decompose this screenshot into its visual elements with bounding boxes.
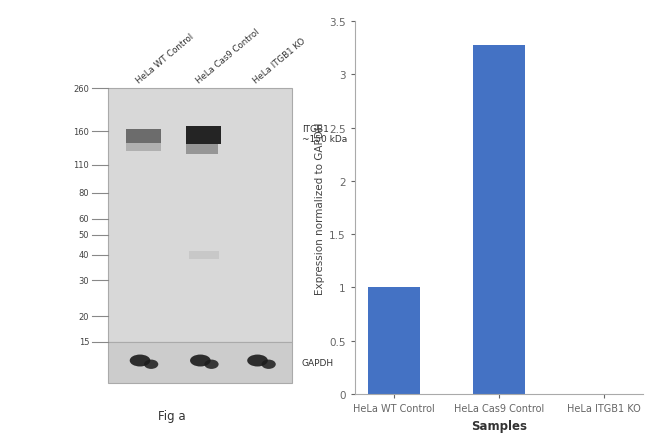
Ellipse shape [190, 355, 211, 367]
Bar [125, 129, 161, 143]
Text: 50: 50 [79, 231, 89, 240]
X-axis label: Samples: Samples [471, 419, 527, 432]
Text: HeLa ITGB1 KO: HeLa ITGB1 KO [252, 36, 307, 85]
Bar [473, 46, 525, 394]
Bar [186, 127, 221, 145]
Text: 80: 80 [79, 189, 89, 198]
Ellipse shape [247, 355, 268, 367]
Ellipse shape [261, 360, 276, 369]
Text: 110: 110 [73, 161, 89, 170]
Bar [189, 251, 219, 259]
Text: HeLa WT Control: HeLa WT Control [135, 32, 195, 85]
Ellipse shape [204, 360, 218, 369]
Text: 20: 20 [79, 312, 89, 321]
Text: 15: 15 [79, 338, 89, 346]
Bar [109, 89, 292, 342]
Text: Fig a: Fig a [158, 409, 186, 422]
Bar [368, 288, 421, 394]
Bar [109, 342, 292, 383]
Ellipse shape [130, 355, 150, 367]
Text: 260: 260 [73, 85, 89, 93]
Text: ITGB1
~150 kDa: ITGB1 ~150 kDa [302, 124, 347, 144]
Bar [125, 143, 161, 152]
Bar [186, 145, 218, 155]
Text: 30: 30 [79, 276, 89, 285]
Text: HeLa Cas9 Control: HeLa Cas9 Control [194, 27, 261, 85]
Ellipse shape [144, 360, 159, 369]
Text: 40: 40 [79, 251, 89, 260]
Text: 60: 60 [79, 215, 89, 223]
Text: 160: 160 [73, 127, 89, 137]
Text: GAPDH: GAPDH [302, 358, 334, 367]
Y-axis label: Expression normalized to GAPDH: Expression normalized to GAPDH [315, 122, 325, 294]
